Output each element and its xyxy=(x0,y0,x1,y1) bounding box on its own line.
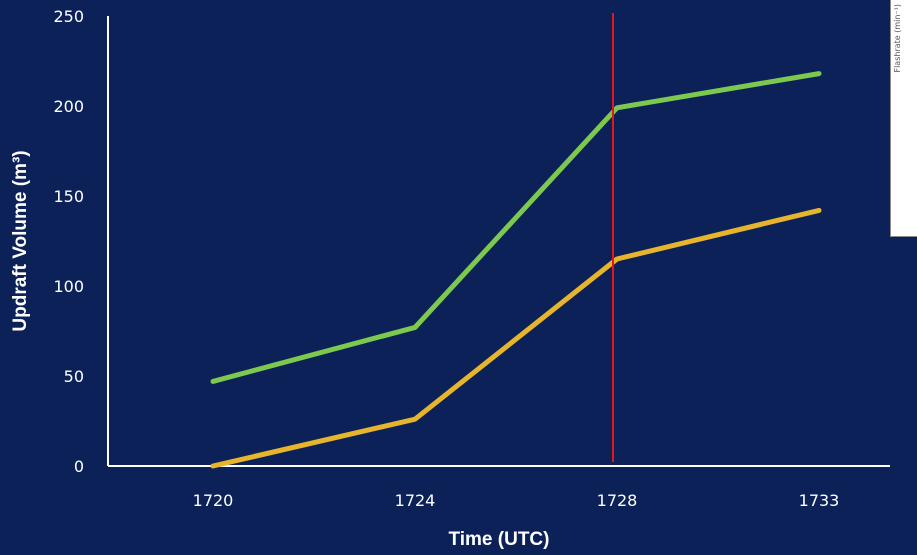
y-tick-label: 0 xyxy=(74,457,84,476)
x-axis-ticks: 1720 1724 1728 1733 xyxy=(193,491,840,510)
x-tick-label: 1724 xyxy=(395,491,436,510)
inset-flashrate-label: Flashrate (min⁻¹) xyxy=(893,4,902,73)
x-axis-title: Time (UTC) xyxy=(449,529,550,550)
y-tick-label: 100 xyxy=(53,277,84,296)
x-tick-label: 1728 xyxy=(597,491,638,510)
y-axis-ticks: 0 50 100 150 200 250 xyxy=(53,7,84,476)
x-tick-label: 1733 xyxy=(799,491,840,510)
y-axis-title: Updraft Volume (m³) xyxy=(10,150,31,331)
series-lines xyxy=(210,71,822,469)
series-line-1 xyxy=(210,71,822,384)
series-line-2 xyxy=(210,207,822,469)
y-tick-label: 200 xyxy=(53,97,84,116)
y-tick-label: 150 xyxy=(53,187,84,206)
inset-panel: Flashrate (min⁻¹) xyxy=(890,0,917,237)
y-tick-label: 50 xyxy=(64,367,84,386)
y-tick-label: 250 xyxy=(53,7,84,26)
x-tick-label: 1720 xyxy=(193,491,234,510)
